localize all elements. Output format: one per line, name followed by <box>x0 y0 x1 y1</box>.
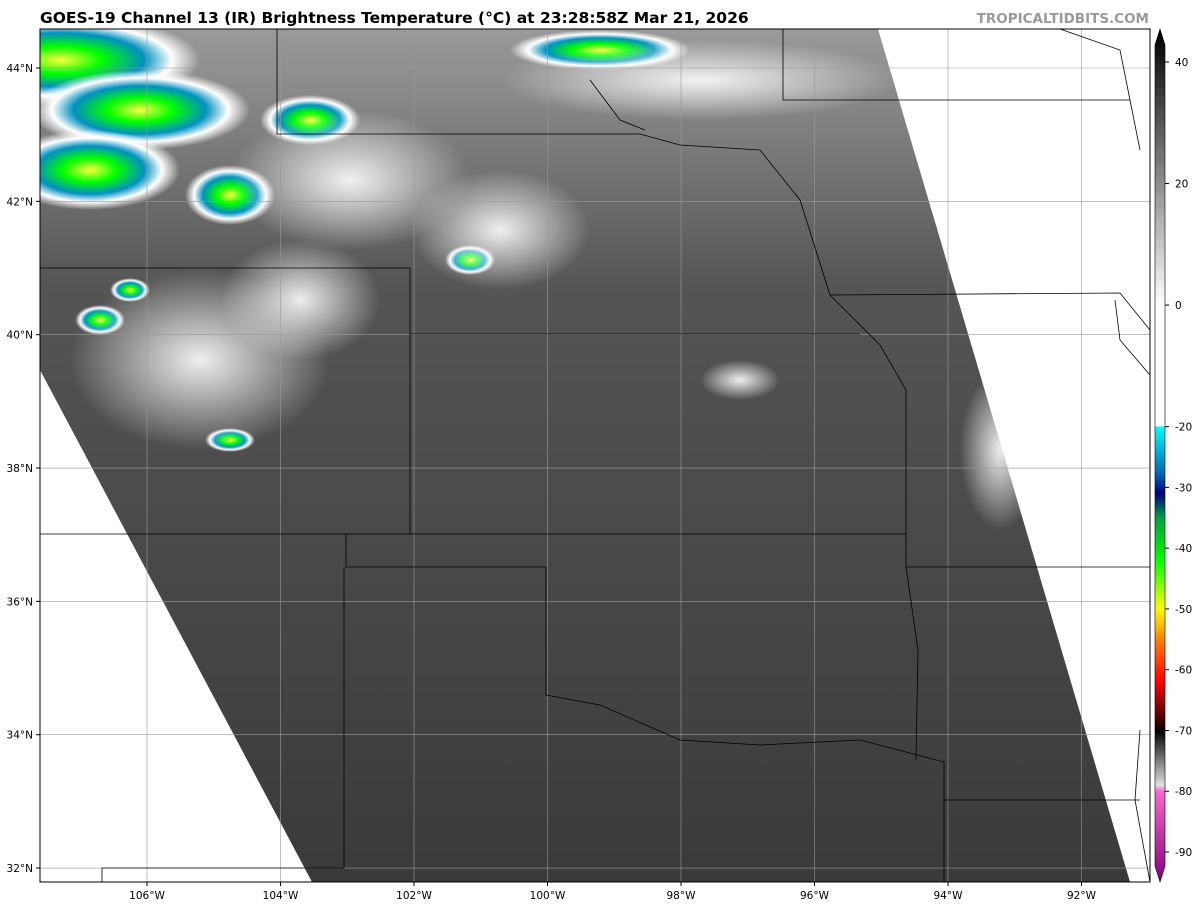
lon-label: 106°W <box>129 890 165 902</box>
colorbar-label: -40 <box>1175 543 1192 555</box>
cloud-cluster <box>700 360 780 400</box>
lat-label: 44°N <box>7 63 33 75</box>
cloud-cluster <box>220 240 380 360</box>
state-border <box>276 29 640 135</box>
state-border <box>829 292 1150 331</box>
lat-label: 38°N <box>7 463 33 475</box>
cloud-cluster <box>40 130 180 210</box>
colorbar: 40 20 0 -20 -30 -40 -50 -60 -70 -80 -90 <box>1154 27 1192 884</box>
colorbar-label: 40 <box>1175 57 1188 69</box>
lon-label: 92°W <box>1067 890 1097 902</box>
lon-label: 102°W <box>396 890 432 902</box>
colorbar-label: -50 <box>1175 604 1192 616</box>
state-border <box>1114 299 1150 376</box>
colorbar-label: 20 <box>1175 179 1188 191</box>
cloud-cluster <box>230 110 470 250</box>
state-border <box>345 534 945 882</box>
state-border <box>1059 29 1141 151</box>
colorbar-label: -60 <box>1175 665 1192 677</box>
cloud-cluster <box>410 170 590 290</box>
cloud-cluster <box>960 370 1040 530</box>
state-border <box>1134 729 1150 882</box>
state-borders <box>40 29 1150 882</box>
lat-label: 36°N <box>7 596 33 608</box>
lon-label: 96°W <box>800 890 830 902</box>
state-border <box>782 29 1130 101</box>
lat-label: 34°N <box>7 730 33 742</box>
state-border <box>40 267 411 534</box>
lat-label: 42°N <box>7 196 33 208</box>
lon-label: 100°W <box>530 890 566 902</box>
colorbar-label: -30 <box>1175 482 1192 494</box>
colorbar-scale <box>1154 27 1166 884</box>
state-border <box>639 133 919 761</box>
lat-lon-grid <box>40 29 1150 882</box>
lon-label: 94°W <box>934 890 964 902</box>
lat-label: 32°N <box>7 863 33 875</box>
colorbar-label: -70 <box>1175 725 1192 737</box>
state-border <box>101 567 345 882</box>
map-title: GOES-19 Channel 13 (IR) Brightness Tempe… <box>40 9 749 27</box>
lat-label: 40°N <box>7 330 33 342</box>
lon-label: 104°W <box>263 890 299 902</box>
colorbar-label: -20 <box>1175 422 1192 434</box>
lon-label: 98°W <box>667 890 697 902</box>
colorbar-label: 0 <box>1175 300 1182 312</box>
brand-watermark: TROPICALTIDBITS.COM <box>976 11 1149 27</box>
colorbar-label: -80 <box>1175 786 1192 798</box>
state-border <box>589 79 646 131</box>
map-frame <box>39 28 1151 883</box>
colorbar-label: -90 <box>1175 847 1192 859</box>
cloud-cluster <box>500 40 900 120</box>
cloud-cluster <box>40 70 250 150</box>
cloud-tops <box>40 29 1040 530</box>
